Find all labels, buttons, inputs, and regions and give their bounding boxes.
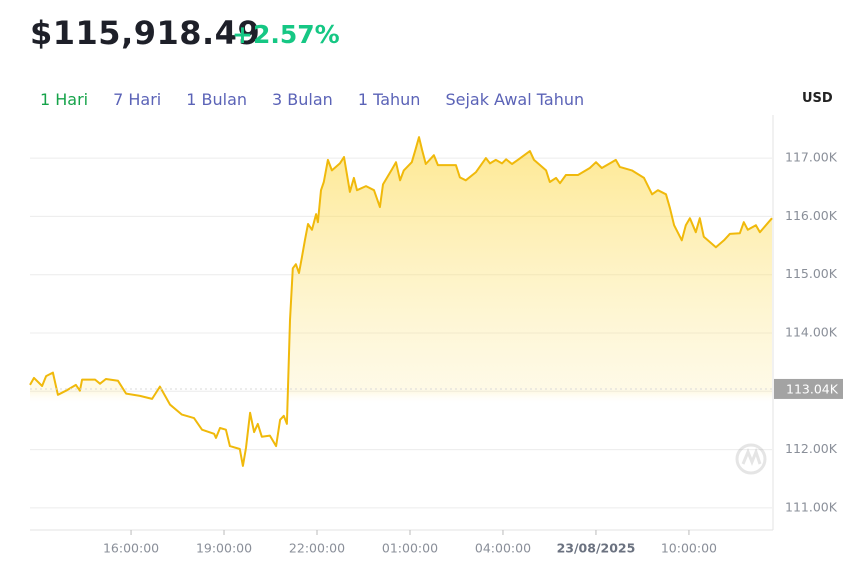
range-tab[interactable]: 1 Tahun bbox=[357, 90, 421, 109]
reference-label: 113.04K bbox=[786, 381, 839, 396]
x-tick-label: 23/08/2025 bbox=[557, 541, 636, 556]
x-tick-label: 04:00:00 bbox=[475, 541, 531, 556]
y-tick-label: 112.00K bbox=[785, 441, 838, 456]
range-tab[interactable]: 1 Hari bbox=[40, 90, 89, 109]
watermark bbox=[735, 443, 767, 475]
y-tick-label: 114.00K bbox=[785, 324, 838, 339]
x-tick-label: 16:00:00 bbox=[103, 541, 159, 556]
y-tick-label: 117.00K bbox=[785, 150, 838, 165]
range-tab[interactable]: 1 Bulan bbox=[186, 90, 248, 109]
reference-tag bbox=[774, 378, 843, 399]
price: $115,918.49 bbox=[30, 14, 261, 52]
range-tab[interactable]: 3 Bulan bbox=[272, 90, 333, 109]
price-line bbox=[29, 136, 773, 467]
x-tick-label: 22:00:00 bbox=[289, 541, 345, 556]
price-change: +2.57% bbox=[232, 20, 340, 49]
x-tick-label: 10:00:00 bbox=[661, 541, 717, 556]
y-tick-label: 111.00K bbox=[785, 499, 838, 514]
currency: USD bbox=[802, 91, 833, 106]
range-tab[interactable]: Sejak Awal Tahun bbox=[445, 90, 585, 109]
range-tab[interactable]: 7 Hari bbox=[113, 90, 162, 109]
area bbox=[30, 137, 772, 530]
range-tabs: 1 Hari 7 Hari 1 Bulan 3 Bulan 1 Tahun Sejak A… bbox=[40, 90, 584, 109]
x-tick-label: 19:00:00 bbox=[196, 541, 252, 556]
y-tick-label: 115.00K bbox=[785, 266, 838, 281]
y-tick-label: 116.00K bbox=[785, 208, 838, 223]
x-tick-label: 01:00:00 bbox=[382, 541, 438, 556]
